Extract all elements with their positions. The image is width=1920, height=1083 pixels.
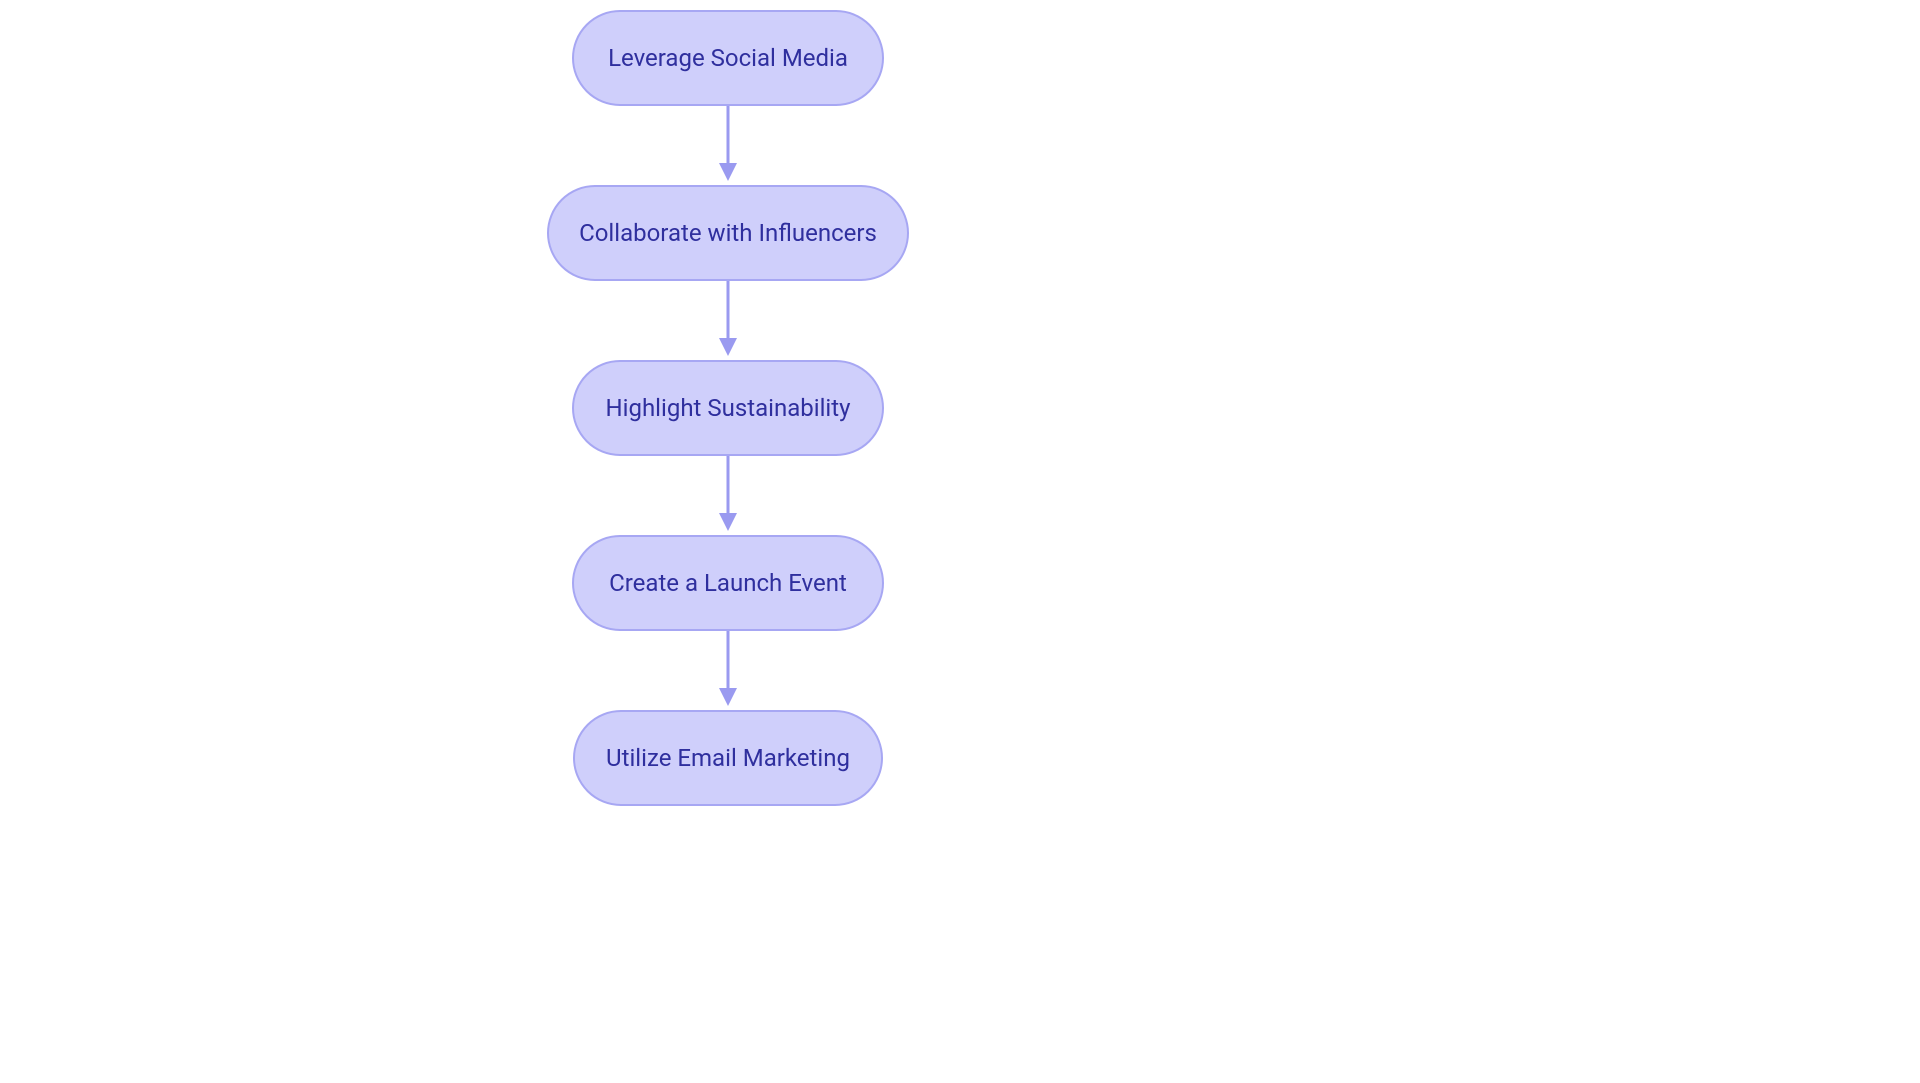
flowchart-node-0: Leverage Social Media (572, 10, 884, 106)
flowchart-node-3: Create a Launch Event (572, 535, 884, 631)
flowchart-canvas: Leverage Social Media Collaborate with I… (0, 0, 1920, 1083)
flowchart-node-2: Highlight Sustainability (572, 360, 884, 456)
node-label: Utilize Email Marketing (606, 744, 850, 772)
flowchart-node-4: Utilize Email Marketing (573, 710, 883, 806)
node-label: Collaborate with Influencers (579, 219, 877, 247)
node-label: Highlight Sustainability (606, 394, 851, 422)
edge-0 (0, 0, 1920, 1083)
node-label: Leverage Social Media (608, 44, 848, 72)
flowchart-node-1: Collaborate with Influencers (547, 185, 909, 281)
node-label: Create a Launch Event (609, 569, 847, 597)
